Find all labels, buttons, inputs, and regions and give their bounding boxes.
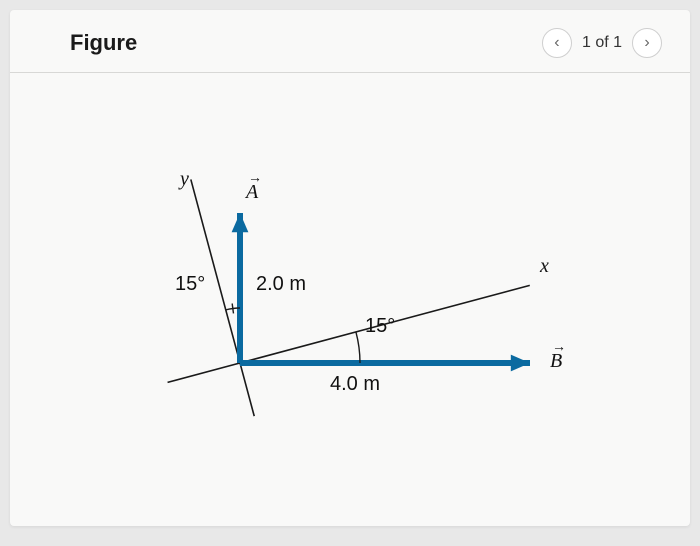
- page-indicator: 1 of 1: [582, 34, 622, 52]
- figure-title: Figure: [70, 30, 137, 56]
- axis-x-label: x: [540, 255, 549, 278]
- chevron-right-icon: ›: [644, 34, 649, 52]
- angle-b-label: 15°: [365, 315, 395, 338]
- figure-pager: ‹ 1 of 1 ›: [542, 28, 662, 58]
- vector-a-label: → A: [246, 181, 258, 204]
- axis-y-label: y: [180, 168, 189, 191]
- vector-arrow-icon: →: [248, 171, 262, 187]
- vector-a-magnitude: 2.0 m: [256, 273, 306, 296]
- figure-panel: Figure ‹ 1 of 1 › y x → A → B 2.0 m 4.0 …: [10, 10, 690, 526]
- prev-button[interactable]: ‹: [542, 28, 572, 58]
- figure-header: Figure ‹ 1 of 1 ›: [10, 10, 690, 73]
- angle-a-label: 15°: [175, 273, 205, 296]
- vector-arrow-icon: →: [552, 340, 566, 356]
- vector-b-magnitude: 4.0 m: [330, 373, 380, 396]
- chevron-left-icon: ‹: [554, 34, 559, 52]
- figure-canvas: y x → A → B 2.0 m 4.0 m 15° 15°: [10, 73, 690, 493]
- vector-diagram: [10, 73, 690, 493]
- next-button[interactable]: ›: [632, 28, 662, 58]
- vector-b-label: → B: [550, 350, 562, 373]
